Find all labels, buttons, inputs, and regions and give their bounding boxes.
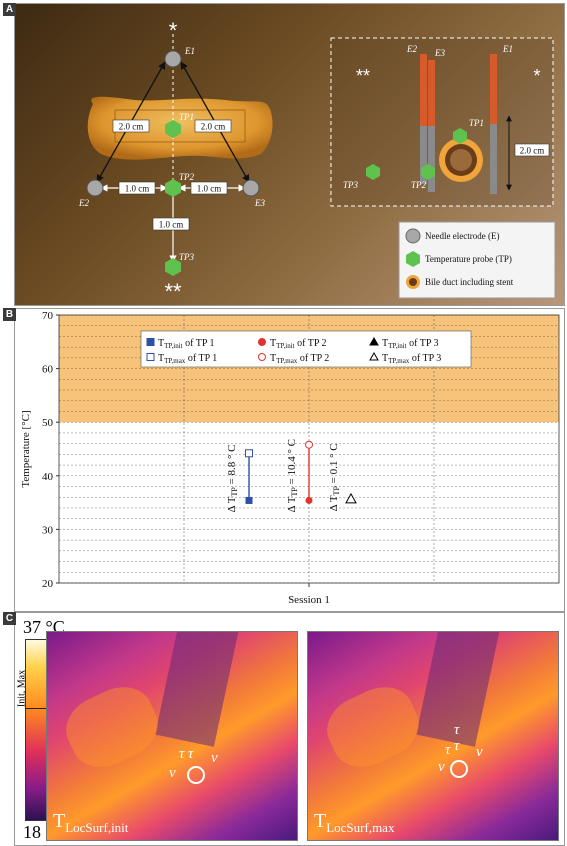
marker-tau: τ	[445, 742, 451, 758]
marker-tau: τ	[188, 746, 194, 762]
panel-letter-b: B	[3, 308, 16, 321]
inset-stars-left: **	[356, 66, 370, 86]
delta-label: Δ TTP = 10.4 ° C	[286, 439, 299, 512]
thermal-image-max: τ τ τ ν ν TLocSurf,max	[307, 631, 559, 841]
x-axis-label: Session 1	[288, 594, 330, 606]
label-e1: E1	[184, 46, 195, 56]
probe-tp1	[165, 120, 181, 138]
needle-e3	[428, 60, 435, 126]
inset-tp3: TP3	[343, 180, 359, 190]
probe-tp2	[165, 179, 181, 197]
legend-marker	[258, 353, 266, 361]
panel-a: 2.0 cm 2.0 cm 1.0 cm 1.0 cm 1.0 cm E1 E2…	[14, 3, 565, 306]
dist-e1-left: 2.0 cm	[119, 122, 144, 132]
label-e2: E2	[78, 198, 89, 208]
y-axis-label: Temperature [°C]	[20, 410, 32, 487]
stars-bottom: **	[164, 279, 182, 304]
legend-marker	[146, 338, 155, 346]
thermal-label-max: TLocSurf,max	[314, 810, 395, 835]
inset-e1: E1	[502, 44, 513, 54]
inset-tp2: TP2	[411, 180, 427, 190]
needle-e1	[490, 54, 497, 124]
dist-tp2-tp3: 1.0 cm	[159, 220, 184, 230]
y-tick-label: 50	[42, 417, 54, 429]
marker-nu: ν	[476, 744, 483, 760]
legend-marker	[258, 338, 266, 346]
inset-e2: E2	[406, 44, 417, 54]
label-e3: E3	[254, 198, 265, 208]
inset-star-right: *	[533, 66, 540, 86]
legend-label: TTP,init of TP 3	[382, 338, 439, 350]
thermal-label-init: TLocSurf,init	[53, 810, 129, 835]
label-tp2: TP2	[179, 172, 195, 182]
label-tp1: TP1	[179, 112, 194, 122]
panel-letter-c: C	[3, 612, 16, 625]
y-tick-label: 60	[42, 364, 54, 376]
marker-tp2-max	[305, 440, 313, 449]
legend-marker	[369, 351, 379, 361]
marker-nu: ν	[211, 750, 218, 766]
legend-a-item-3: Bile duct including stent	[425, 277, 514, 287]
y-tick-label: 70	[42, 310, 54, 322]
inset-length: 2.0 cm	[520, 146, 545, 156]
dist-e1-right: 2.0 cm	[201, 122, 226, 132]
needle-e2	[420, 54, 427, 126]
measurement-circle	[187, 766, 205, 784]
marker-tp1-max	[245, 449, 253, 458]
marker-tp2-init	[305, 496, 313, 504]
legend-label: TTP,max of TP 2	[270, 353, 329, 365]
legend-marker	[146, 353, 155, 361]
gray-circle-icon	[405, 228, 421, 244]
temperature-chart: 20 30 40 50 60 70 Temperature [°C] Session 1 TTP…	[20, 310, 560, 606]
dist-tp2-e3: 1.0 cm	[197, 184, 222, 194]
measurement-circle	[450, 760, 468, 778]
marker-nu: ν	[438, 759, 445, 775]
thermal-image-init: τ τ ν ν TLocSurf,init	[46, 631, 298, 841]
legend-a-item-1: Needle electrode (E)	[425, 231, 499, 241]
y-tick-label: 30	[42, 524, 54, 536]
legend-label: TTP,init of TP 1	[158, 338, 215, 350]
green-hexagon-icon	[406, 251, 420, 267]
marker-tp1-init	[245, 496, 253, 504]
marker-tau: τ	[454, 722, 460, 738]
legend-label: TTP,init of TP 2	[270, 338, 327, 350]
inset-box	[330, 37, 554, 207]
legend-a-item-2: Temperature probe (TP)	[425, 254, 512, 264]
legend-marker	[369, 336, 379, 346]
inset-e3: E3	[434, 48, 445, 58]
delta-label: Δ TTP = 8.8 ° C	[226, 444, 239, 512]
label-tp3: TP3	[179, 252, 195, 262]
marker-tp3-max	[345, 492, 357, 504]
legend-label: TTP,max of TP 1	[158, 353, 217, 365]
panel-letter-a: A	[3, 3, 16, 16]
legend-a	[398, 221, 556, 299]
legend-label: TTP,max of TP 3	[382, 353, 441, 365]
colorbar-caption: Init, Max	[16, 669, 28, 708]
electrode-e3	[242, 179, 260, 197]
delta-label: Δ TTP = 0.1 ° C	[328, 443, 341, 511]
star-top: *	[169, 18, 178, 43]
panel-c: 37 °C Init, Max 18 °C τ τ ν ν TLocSurf,i…	[14, 612, 565, 846]
electrode-diagram: 2.0 cm 2.0 cm 1.0 cm 1.0 cm 1.0 cm E1 E2…	[78, 18, 556, 304]
y-tick-label: 20	[42, 578, 54, 590]
chart-legend	[140, 330, 472, 368]
y-tick-label: 40	[42, 471, 54, 483]
panel-b: 20 30 40 50 60 70 Temperature [°C] Session 1 TTP…	[14, 308, 565, 612]
inset-tp1: TP1	[469, 118, 484, 128]
marker-tau: τ	[454, 738, 460, 754]
marker-tau: τ	[179, 746, 185, 762]
electrode-e2	[86, 179, 104, 197]
probe-tp3	[165, 258, 181, 276]
dist-e2-tp2: 1.0 cm	[125, 184, 150, 194]
marker-nu: ν	[169, 765, 176, 781]
electrode-e1	[164, 50, 182, 68]
